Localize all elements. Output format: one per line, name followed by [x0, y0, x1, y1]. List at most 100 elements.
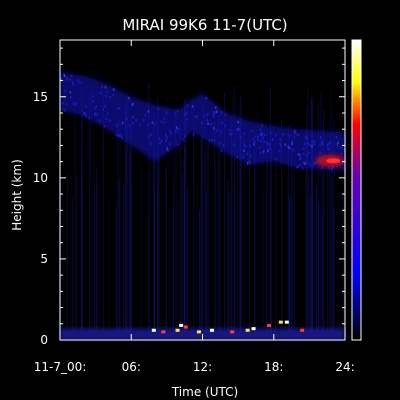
cirrus-speck	[132, 102, 134, 106]
low-cloud-echo	[245, 328, 250, 332]
cirrus-speck	[306, 153, 308, 157]
cirrus-speck	[279, 138, 281, 142]
cirrus-speck	[150, 142, 152, 146]
cirrus-speck	[167, 149, 169, 152]
cirrus-speck	[248, 159, 250, 163]
cirrus-speck	[183, 113, 186, 117]
cirrus-speck	[166, 147, 168, 150]
cirrus-speck	[92, 99, 94, 103]
cirrus-speck	[165, 139, 167, 143]
cirrus-speck	[299, 154, 302, 157]
cirrus-speck	[303, 160, 305, 164]
x-axis-label: Time (UTC)	[171, 385, 238, 399]
cirrus-speck	[66, 78, 68, 82]
cirrus-speck	[215, 129, 218, 132]
cirrus-speck	[282, 133, 285, 136]
cirrus-speck	[302, 147, 305, 150]
cirrus-speck	[259, 152, 262, 155]
cirrus-speck	[293, 130, 296, 133]
cirrus-speck	[169, 129, 171, 133]
cirrus-speck	[104, 85, 107, 89]
cirrus-speck	[291, 140, 293, 143]
cirrus-speck	[258, 146, 261, 149]
cirrus-speck	[64, 109, 66, 112]
cirrus-speck	[212, 127, 215, 130]
cirrus-speck	[220, 149, 223, 153]
low-cloud-echo	[210, 328, 214, 332]
cirrus-speck	[177, 143, 179, 146]
x-tick-label: 18:	[264, 360, 283, 374]
cirrus-speck	[84, 112, 86, 115]
colorbar	[351, 39, 362, 341]
cirrus-speck	[307, 142, 309, 145]
cirrus-speck	[314, 161, 317, 165]
cirrus-speck	[284, 143, 286, 146]
cirrus-speck	[105, 117, 107, 121]
cirrus-speck	[262, 136, 264, 140]
cirrus-speck	[147, 123, 149, 126]
cirrus-speck	[62, 102, 64, 105]
cirrus-speck	[65, 102, 68, 106]
cirrus-speck	[288, 146, 291, 150]
cirrus-speck	[177, 128, 180, 131]
cirrus-speck	[269, 143, 271, 146]
cirrus-speck	[243, 149, 245, 153]
cirrus-speck	[237, 121, 240, 124]
cirrus-speck	[135, 119, 137, 122]
cirrus-speck	[246, 152, 249, 156]
cirrus-speck	[138, 123, 141, 127]
cirrus-speck	[107, 112, 109, 115]
cirrus-speck	[211, 138, 213, 142]
low-cloud-echo	[161, 330, 166, 334]
cirrus-speck	[157, 107, 160, 111]
cirrus-speck	[176, 109, 179, 113]
cirrus-speck	[221, 121, 223, 124]
cirrus-speck	[104, 124, 106, 128]
cirrus-speck	[279, 142, 281, 146]
cirrus-speck	[186, 104, 189, 107]
cirrus-speck	[306, 137, 309, 140]
cirrus-speck	[63, 74, 66, 77]
cirrus-speck	[183, 138, 185, 142]
cirrus-speck	[220, 111, 223, 115]
cirrus-speck	[321, 143, 324, 146]
cirrus-speck	[121, 136, 123, 140]
low-cloud-echo	[300, 328, 305, 332]
cirrus-speck	[96, 112, 98, 116]
cirrus-speck	[85, 114, 87, 118]
cirrus-speck	[169, 132, 172, 135]
cirrus-speck	[208, 139, 211, 142]
cirrus-speck	[291, 142, 293, 146]
cirrus-speck	[219, 142, 221, 145]
cirrus-speck	[299, 163, 302, 167]
low-cloud-echo	[230, 330, 235, 334]
cirrus-speck	[231, 132, 233, 135]
cirrus-speck	[212, 111, 214, 114]
cirrus-speck	[116, 124, 118, 127]
cirrus-speck	[336, 143, 339, 146]
cirrus-speck	[147, 135, 150, 139]
cirrus-speck	[321, 166, 323, 170]
cirrus-speck	[121, 121, 124, 125]
cirrus-speck	[184, 135, 186, 138]
cirrus-speck	[151, 121, 154, 124]
cirrus-speck	[186, 118, 188, 121]
cirrus-speck	[174, 112, 177, 116]
cirrus-speck	[319, 151, 321, 155]
cirrus-speck	[100, 91, 102, 95]
cirrus-speck	[278, 149, 281, 153]
cirrus-speck	[327, 166, 330, 170]
cirrus-speck	[331, 166, 334, 170]
cirrus-speck	[251, 129, 253, 133]
cirrus-speck	[269, 131, 272, 134]
cirrus-speck	[147, 110, 150, 113]
cirrus-speck	[236, 128, 238, 131]
cirrus-speck	[236, 155, 239, 159]
cirrus-speck	[109, 95, 111, 99]
cirrus-speck	[101, 85, 103, 89]
cirrus-speck	[243, 132, 245, 135]
cirrus-speck	[72, 102, 75, 105]
chart-title: MIRAI 99K6 11-7(UTC)	[122, 16, 287, 34]
cirrus-speck	[295, 132, 297, 135]
cirrus-speck	[239, 135, 242, 139]
